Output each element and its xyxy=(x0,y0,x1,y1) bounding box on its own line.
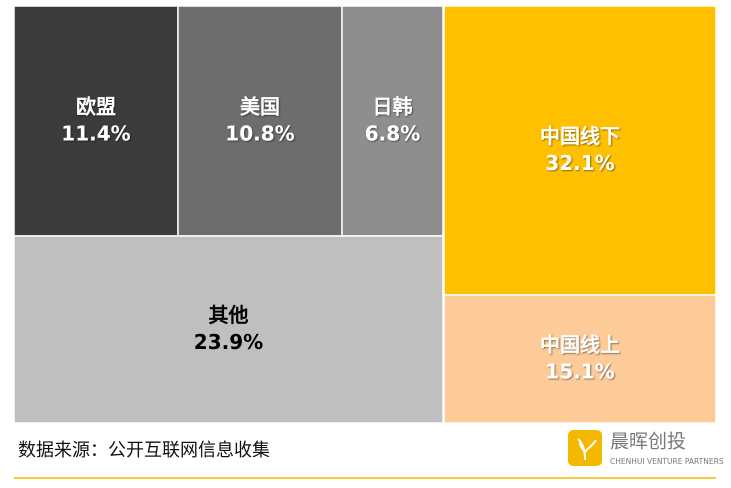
value-label: 32.1% xyxy=(545,151,614,175)
cell-label: 日韩 xyxy=(373,95,413,119)
source-note: 数据来源：公开互联网信息收集 xyxy=(18,440,270,461)
treemap-cell xyxy=(177,5,343,237)
treemap: 欧盟 11.4% 美国 10.8% 日韩 6.8% 中国线下 32.1% 其他 23.9% 中国线上… xyxy=(13,5,717,424)
cell-label: 其他 xyxy=(209,303,249,327)
logo-tagline: CHENHUI VENTURE PARTNERS xyxy=(610,457,724,466)
value-label: 23.9% xyxy=(194,330,263,354)
cell-label: 欧盟 xyxy=(76,95,116,119)
value-label: 11.4% xyxy=(61,122,130,146)
treemap-cell xyxy=(443,294,717,424)
logo: 晨晖创投 CHENHUI VENTURE PARTNERS xyxy=(568,430,724,466)
logo-icon xyxy=(568,430,602,466)
cell-label: 中国线上 xyxy=(540,333,620,357)
treemap-cell xyxy=(341,5,444,237)
value-label: 6.8% xyxy=(365,122,420,146)
treemap-cell xyxy=(13,5,179,237)
treemap-cell xyxy=(13,235,444,424)
logo-name: 晨晖创投 xyxy=(610,431,686,453)
value-label: 10.8% xyxy=(225,122,294,146)
treemap-cell xyxy=(443,5,717,296)
value-label: 15.1% xyxy=(545,360,614,384)
cell-label: 中国线下 xyxy=(540,124,620,148)
cell-label: 美国 xyxy=(240,95,280,119)
